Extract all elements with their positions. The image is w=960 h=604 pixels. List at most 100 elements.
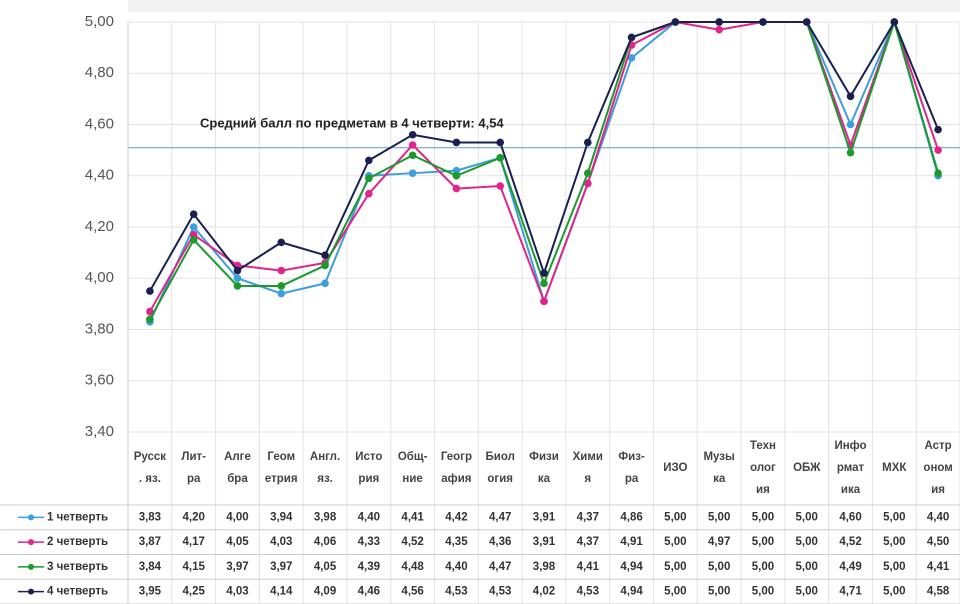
table-value: 4,06 <box>314 536 336 548</box>
category-label: Музы <box>703 451 735 463</box>
category-label: . яз. <box>139 473 161 485</box>
table-value: 4,49 <box>839 561 861 573</box>
data-point <box>671 18 680 26</box>
table-value: 4,17 <box>182 536 204 548</box>
data-point <box>233 274 242 283</box>
table-value: 4,53 <box>489 586 511 598</box>
data-point <box>365 174 373 183</box>
category-label: Геом <box>267 451 295 463</box>
table-value: 5,00 <box>796 536 818 548</box>
table-value: 5,00 <box>883 561 905 573</box>
table-value: 5,00 <box>796 511 818 523</box>
y-tick-label: 5,00 <box>85 13 114 30</box>
category-label: Инфо <box>834 440 866 452</box>
legend-key-dot <box>28 563 34 570</box>
table-value: 4,47 <box>489 561 511 573</box>
category-label: ние <box>402 473 422 485</box>
table-value: 4,94 <box>620 586 643 598</box>
table-value: 4,53 <box>445 586 467 598</box>
category-label: Техн <box>750 440 776 452</box>
table-value: 5,00 <box>708 561 730 573</box>
table-value: 3,97 <box>226 561 248 573</box>
category-label: рмат <box>837 462 865 474</box>
category-label: ия <box>931 484 945 496</box>
table-value: 4,39 <box>358 561 380 573</box>
data-point <box>277 266 286 275</box>
category-label: Астр <box>924 440 951 452</box>
data-point <box>277 289 286 298</box>
category-label: я <box>584 473 591 485</box>
data-point <box>452 184 461 193</box>
data-point <box>496 138 505 147</box>
data-point <box>934 146 942 154</box>
data-point <box>408 151 417 160</box>
table-value: 5,00 <box>708 586 730 598</box>
table-value: 4,52 <box>839 536 861 548</box>
data-point <box>846 92 855 101</box>
table-value: 3,95 <box>139 586 162 598</box>
category-label: бра <box>227 473 248 485</box>
data-point <box>408 169 417 177</box>
table-value: 4,41 <box>927 561 950 573</box>
data-point <box>540 279 548 288</box>
data-point <box>627 54 636 62</box>
y-tick-label: 3,60 <box>85 372 114 389</box>
table-value: 3,98 <box>314 511 337 523</box>
annotation: Средний балл по предметам в 4 четверти: … <box>200 115 504 130</box>
data-point <box>233 266 242 275</box>
table-value: 4,35 <box>445 536 468 548</box>
data-point <box>934 125 942 134</box>
table-value: 3,97 <box>270 561 292 573</box>
y-tick-label: 4,20 <box>85 218 114 235</box>
table-value: 4,60 <box>839 511 861 523</box>
data-point <box>146 315 154 324</box>
table-value: 4,09 <box>314 586 336 598</box>
data-point <box>890 18 899 26</box>
y-tick-label: 3,80 <box>85 320 114 337</box>
legend-key-dot <box>28 588 34 595</box>
data-point <box>802 18 811 26</box>
table-value: 4,48 <box>401 561 424 573</box>
table-value: 4,46 <box>358 586 380 598</box>
data-point <box>146 287 154 295</box>
table-value: 3,91 <box>533 536 556 548</box>
table-value: 4,02 <box>533 586 555 598</box>
table-value: 5,00 <box>752 586 774 598</box>
y-tick-label: 4,60 <box>85 115 114 132</box>
legend-label: 4 четверть <box>47 586 108 598</box>
table-value: 4,40 <box>358 511 380 523</box>
data-point <box>233 282 242 290</box>
table-value: 4,20 <box>182 511 204 523</box>
category-label: ка <box>538 473 551 485</box>
category-label: ра <box>187 473 201 485</box>
y-tick-label: 4,80 <box>85 64 114 81</box>
data-point <box>321 261 329 270</box>
category-label: яз. <box>317 473 333 485</box>
category-label: Англ. <box>310 451 340 463</box>
category-label: Хими <box>573 451 603 463</box>
category-label: ра <box>625 473 639 485</box>
table-value: 4,15 <box>182 561 205 573</box>
data-point <box>715 25 723 34</box>
data-point <box>627 33 636 42</box>
data-point <box>321 251 329 259</box>
table-value: 5,00 <box>883 536 905 548</box>
data-point <box>496 154 505 162</box>
table-value: 4,40 <box>927 511 949 523</box>
table-value: 4,94 <box>620 561 643 573</box>
data-point <box>189 223 198 231</box>
table-value: 4,97 <box>708 536 730 548</box>
y-tick-label: 4,00 <box>85 269 114 286</box>
category-label: Общ- <box>398 451 428 463</box>
data-point <box>715 18 723 26</box>
table-value: 4,36 <box>489 536 511 548</box>
legend-label: 2 четверть <box>47 536 108 548</box>
data-point <box>934 169 942 177</box>
data-point <box>583 169 592 177</box>
data-point <box>408 141 417 149</box>
category-label: оном <box>923 462 952 474</box>
data-point <box>189 210 198 218</box>
table-value: 4,58 <box>927 586 950 598</box>
data-point <box>277 282 286 290</box>
table-value: 3,91 <box>533 511 556 523</box>
